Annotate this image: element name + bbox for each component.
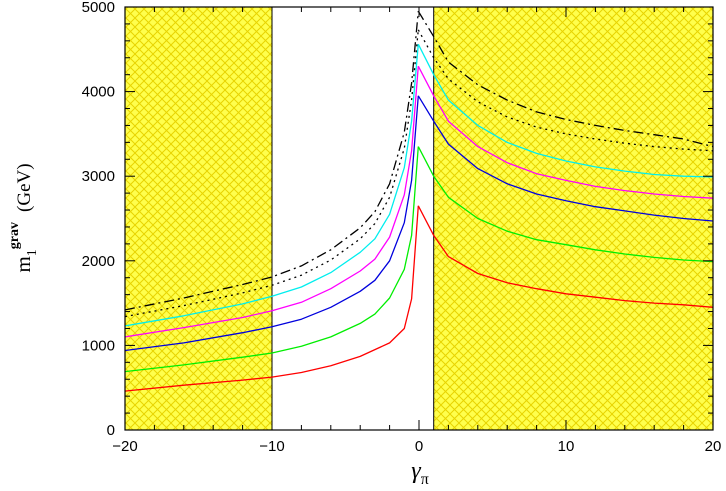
axis-ticks xyxy=(124,6,714,431)
series-line-7-left xyxy=(125,11,419,311)
y-axis-title-sub: 1 xyxy=(25,249,40,256)
series-line-6-right xyxy=(417,29,713,152)
x-axis-title-main: γ xyxy=(411,458,421,484)
y-tick-label: 2000 xyxy=(82,253,115,270)
series-line-3-right xyxy=(417,95,713,222)
y-tick-label: 0 xyxy=(107,422,115,439)
excluded-regions xyxy=(125,7,713,430)
x-tick-label: 0 xyxy=(415,438,423,455)
x-axis-title-sub: π xyxy=(421,471,429,488)
excluded-region-2 xyxy=(433,7,713,430)
series-line-3-left xyxy=(125,95,419,352)
series-line-4-left xyxy=(125,66,419,338)
series-line-4-right xyxy=(417,65,713,199)
series-line-7-right xyxy=(417,10,713,148)
series-line-6-left xyxy=(125,29,419,318)
series-line-5-right xyxy=(417,43,713,178)
x-tick-label: −10 xyxy=(259,438,284,455)
series-lines xyxy=(125,10,713,392)
excluded-region-1 xyxy=(125,7,272,430)
x-tick-label: 10 xyxy=(558,438,575,455)
y-tick-label: 4000 xyxy=(82,84,115,101)
x-tick-labels: −20 −10 0 10 20 xyxy=(112,438,721,455)
y-tick-labels: 0 1000 2000 3000 4000 5000 xyxy=(82,0,115,439)
y-axis-title-sup: grav xyxy=(7,222,22,249)
y-tick-label: 1000 xyxy=(82,337,115,354)
series-line-1-right xyxy=(417,205,713,308)
y-tick-label: 3000 xyxy=(82,168,115,185)
x-tick-label: −20 xyxy=(112,438,137,455)
series-line-1-left xyxy=(125,205,419,392)
y-tick-label: 5000 xyxy=(82,0,115,16)
series-line-5-left xyxy=(125,44,419,327)
series-line-2-left xyxy=(125,146,419,373)
y-axis-title: m1grav (GeV) xyxy=(7,163,40,272)
series-line-2-right xyxy=(417,146,713,263)
x-tick-label: 20 xyxy=(705,438,722,455)
y-axis-title-main: m xyxy=(11,256,35,272)
x-axis-title: γπ xyxy=(411,458,429,488)
y-axis-title-units: (GeV) xyxy=(14,163,35,212)
